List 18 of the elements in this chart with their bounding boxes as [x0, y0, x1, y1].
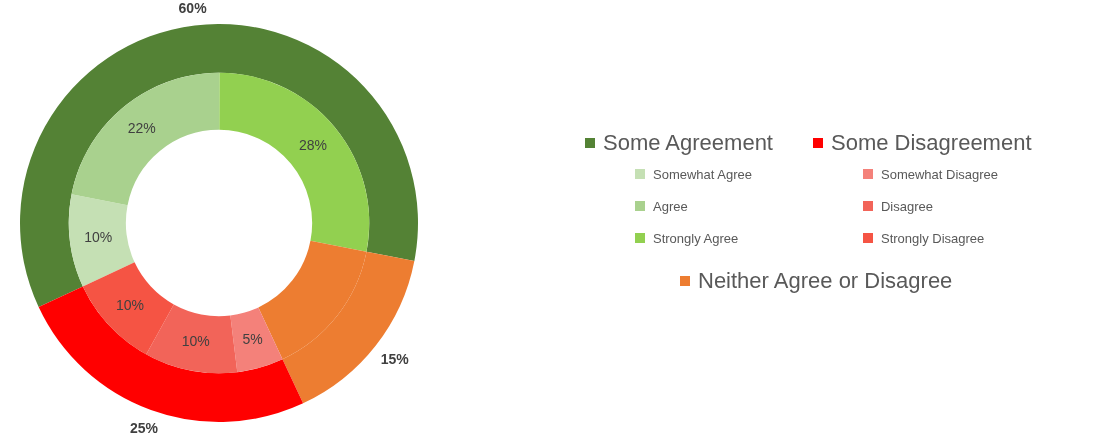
legend-label: Strongly Agree [653, 230, 739, 246]
data-label: 10% [181, 333, 210, 350]
legend-label: Neither Agree or Disagree [698, 268, 953, 294]
legend-label: Strongly Disagree [880, 230, 985, 246]
data-label: 25% [129, 419, 159, 436]
data-label: 10% [84, 228, 113, 245]
data-label: 60% [178, 0, 208, 16]
legend-label: Some Agreement [603, 130, 773, 156]
data-label: 5% [242, 330, 263, 347]
data-label: 15% [380, 351, 410, 368]
legend-label: Some Disagreement [830, 130, 1032, 156]
legend-label: Somewhat Disagree [880, 166, 999, 182]
data-label: 22% [127, 119, 156, 136]
data-label: 28% [299, 136, 328, 153]
legend-label: Disagree [880, 198, 934, 214]
legend-label: Somewhat Agree [653, 166, 753, 182]
legend-label: Agree [653, 198, 688, 214]
data-label: 10% [115, 296, 145, 313]
